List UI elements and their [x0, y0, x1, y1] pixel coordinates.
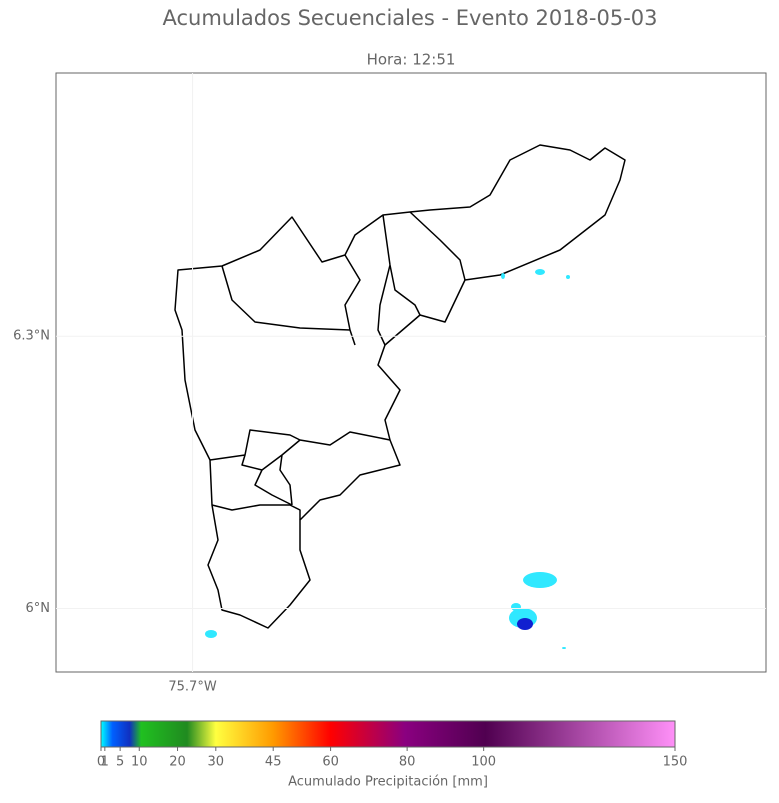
precipitation [205, 269, 570, 649]
x-tick-label: 75.7°W [168, 680, 216, 695]
colorbar-tick-label: 60 [322, 755, 339, 770]
subtitle: Hora: 12:51 [367, 51, 456, 69]
colorbar-tick-label: 100 [471, 755, 496, 770]
map-frame [55, 72, 767, 673]
title: Acumulados Secuenciales - Evento 2018-05… [162, 6, 657, 30]
colorbar-tick-label: 30 [208, 755, 225, 770]
colorbar-tick-label: 5 [116, 755, 124, 770]
colorbar-tick-label: 80 [399, 755, 416, 770]
colorbar [100, 720, 676, 748]
y-tick-label: 6.3°N [13, 329, 50, 344]
colorbar-tick-label: 1 [101, 755, 109, 770]
colorbar-label: Acumulado Precipitación [mm] [288, 775, 488, 790]
colorbar-tick-label: 150 [663, 755, 688, 770]
colorbar-tick-label: 0 [97, 755, 105, 770]
colorbar-tick-label: 45 [265, 755, 282, 770]
colorbar-tick-label: 10 [131, 755, 148, 770]
y-tick-label: 6°N [26, 601, 51, 616]
colorbar-tick-label: 20 [169, 755, 186, 770]
boundaries [174, 144, 626, 629]
